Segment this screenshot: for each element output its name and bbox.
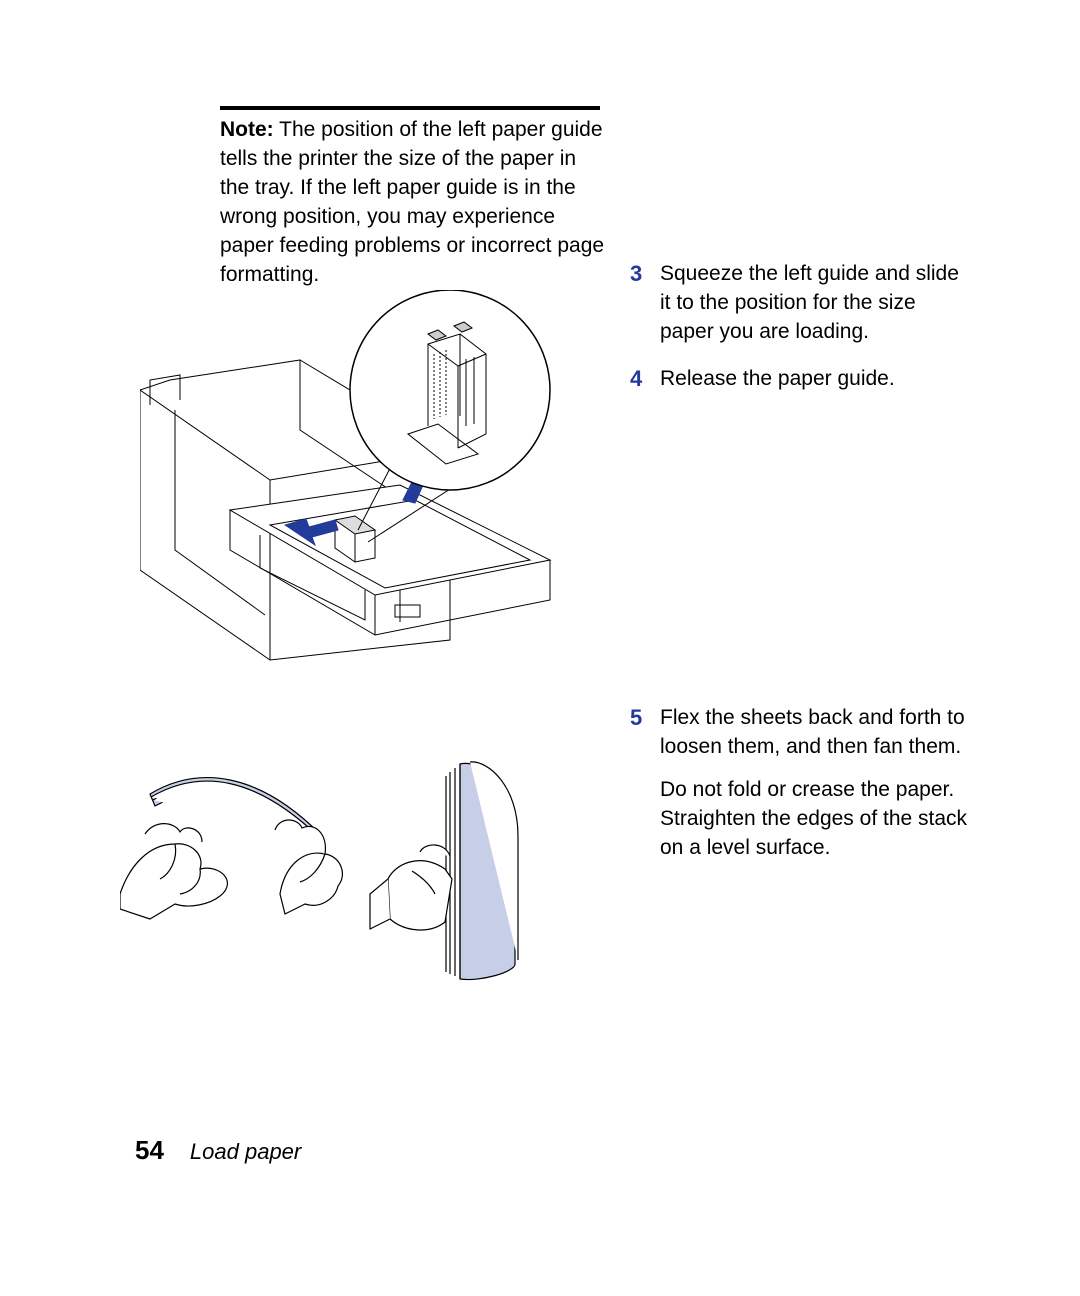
step-4: 4 Release the paper guide. [630, 365, 970, 394]
step-5-text: Flex the sheets back and forth to loosen… [660, 704, 970, 863]
step-4-number: 4 [630, 365, 646, 394]
steps-block-a: 3 Squeeze the left guide and slide it to… [630, 260, 970, 412]
illustration-flex-fan-paper [120, 734, 590, 994]
illustration-printer-tray [140, 290, 580, 690]
note-text: Note: The position of the left paper gui… [220, 116, 605, 290]
step-3-number: 3 [630, 260, 646, 347]
step-5-text-p1: Flex the sheets back and forth to loosen… [660, 706, 965, 758]
steps-block-b: 5 Flex the sheets back and forth to loos… [630, 704, 970, 881]
step-4-text: Release the paper guide. [660, 365, 895, 394]
page-footer: 54 Load paper [135, 1135, 301, 1166]
step-3: 3 Squeeze the left guide and slide it to… [630, 260, 970, 347]
step-5-number: 5 [630, 704, 646, 863]
step-3-text: Squeeze the left guide and slide it to t… [660, 260, 970, 347]
step-5: 5 Flex the sheets back and forth to loos… [630, 704, 970, 863]
note-label: Note: [220, 118, 274, 141]
step-5-text-p2: Do not fold or crease the paper. Straigh… [660, 776, 970, 863]
printer-tray-svg [140, 290, 580, 690]
note-body: The position of the left paper guide tel… [220, 118, 604, 286]
magnifier-circle-icon [350, 290, 550, 490]
section-title: Load paper [190, 1139, 301, 1165]
note-horizontal-rule [220, 106, 600, 110]
flex-fan-svg [120, 734, 590, 994]
page-number: 54 [135, 1135, 164, 1166]
document-page: Note: The position of the left paper gui… [0, 0, 1080, 1296]
